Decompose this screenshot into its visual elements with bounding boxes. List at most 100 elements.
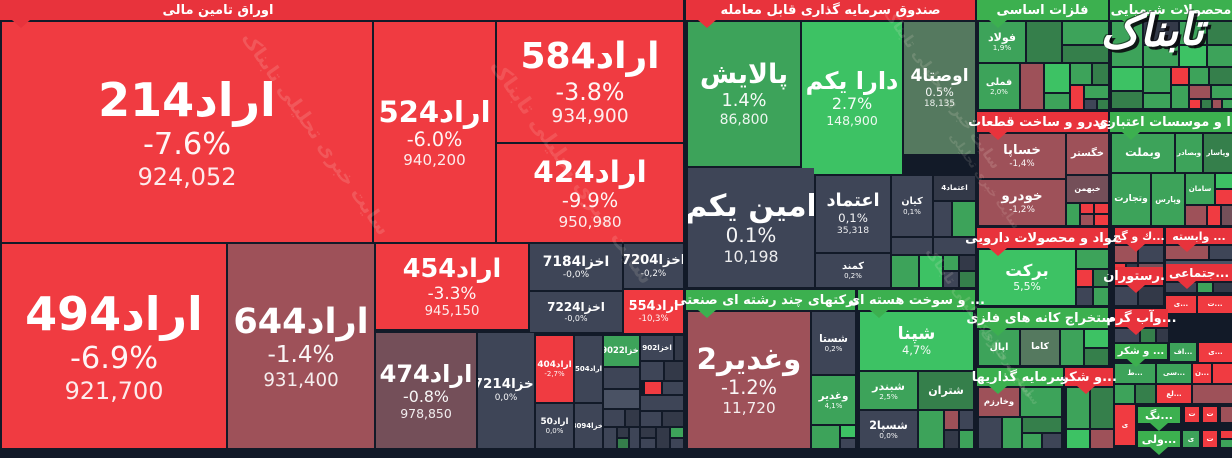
mosaic-tile[interactable] (953, 202, 975, 236)
mosaic-tile[interactable] (1063, 22, 1108, 44)
mosaic-tile[interactable] (934, 238, 975, 254)
mosaic-tile[interactable] (1091, 430, 1113, 448)
stock-tile[interactable]: دارا یکم 2.7% 148,900 (802, 22, 902, 174)
mosaic-tile[interactable] (604, 410, 624, 426)
mosaic-tile[interactable] (1071, 64, 1091, 84)
stock-tile[interactable]: ی (1115, 405, 1135, 445)
mosaic-tile[interactable] (1139, 246, 1163, 262)
mosaic-tile[interactable] (1067, 388, 1089, 428)
stock-tile[interactable]: وبصادر (1176, 134, 1202, 172)
stock-tile[interactable]: اراد504 (575, 336, 602, 402)
mosaic-tile[interactable] (1172, 86, 1188, 108)
stock-tile[interactable]: ...ی (1199, 343, 1232, 362)
stock-tile[interactable]: ...اف (1170, 343, 1196, 361)
stock-tile[interactable]: شپنا 4,7% (860, 312, 973, 370)
stock-tile[interactable]: فولاد 1,9% (979, 22, 1025, 62)
stock-tile[interactable]: اخزا9022 (604, 336, 639, 366)
stock-tile[interactable]: اعتماد 0,1% 35,318 (816, 176, 890, 252)
mosaic-tile[interactable] (812, 426, 839, 448)
stock-tile[interactable]: ت (1203, 407, 1217, 422)
mosaic-tile[interactable] (1144, 46, 1178, 66)
mosaic-tile[interactable] (675, 336, 683, 360)
mosaic-tile[interactable] (1212, 86, 1232, 98)
stock-tile[interactable]: اخزا8094 (575, 404, 602, 448)
mosaic-tile[interactable] (1003, 418, 1021, 448)
stock-tile[interactable]: اخزا7204 -0,2% (624, 244, 683, 288)
stock-tile[interactable]: سامان (1186, 174, 1214, 204)
mosaic-tile[interactable] (1210, 246, 1232, 259)
mosaic-tile[interactable] (1077, 270, 1092, 286)
mosaic-tile[interactable] (1063, 46, 1108, 62)
mosaic-tile[interactable] (630, 428, 639, 448)
stock-tile[interactable]: ...لع (1157, 385, 1191, 403)
mosaic-tile[interactable] (1190, 86, 1210, 98)
mosaic-tile[interactable] (1081, 204, 1093, 213)
mosaic-tile[interactable] (1077, 250, 1108, 268)
mosaic-tile[interactable] (1071, 86, 1083, 109)
mosaic-tile[interactable] (1023, 434, 1041, 448)
mosaic-tile[interactable] (1213, 364, 1232, 383)
stock-tile[interactable]: ی (1183, 431, 1199, 447)
mosaic-tile[interactable] (1136, 385, 1155, 403)
mosaic-tile[interactable] (1139, 287, 1163, 305)
stock-tile[interactable]: ت (1203, 431, 1217, 447)
mosaic-tile[interactable] (671, 439, 683, 448)
mosaic-tile[interactable] (841, 439, 855, 448)
mosaic-tile[interactable] (1067, 204, 1079, 225)
stock-tile[interactable]: خگستر (1067, 134, 1108, 174)
mosaic-tile[interactable] (1193, 385, 1232, 403)
stock-tile[interactable]: اراد524 -6.0% 940,200 (374, 22, 495, 242)
mosaic-tile[interactable] (1216, 174, 1232, 188)
stock-tile[interactable]: برکت 5,5% (979, 250, 1075, 305)
stock-tile[interactable]: ...سی (1157, 364, 1191, 383)
mosaic-tile[interactable] (1180, 22, 1206, 44)
mosaic-tile[interactable] (919, 411, 943, 448)
mosaic-tile[interactable] (1190, 68, 1208, 84)
mosaic-tile[interactable] (945, 411, 958, 429)
mosaic-tile[interactable] (1045, 64, 1069, 92)
stock-tile[interactable]: خبهمن (1067, 176, 1108, 202)
mosaic-tile[interactable] (1081, 215, 1093, 225)
mosaic-tile[interactable] (1144, 22, 1178, 44)
mosaic-tile[interactable] (1198, 283, 1212, 292)
mosaic-tile[interactable] (1085, 349, 1108, 365)
mosaic-tile[interactable] (979, 418, 1001, 448)
mosaic-tile[interactable] (841, 426, 855, 437)
stock-tile[interactable]: وغدیر2 -1.2% 11,720 (688, 312, 810, 448)
mosaic-tile[interactable] (1085, 100, 1096, 109)
stock-tile[interactable]: امین یکم 0.1% 10,198 (688, 168, 814, 287)
stock-tile[interactable]: ...ت (1198, 296, 1232, 313)
stock-tile[interactable]: پالایش 1.4% 86,800 (688, 22, 800, 166)
stock-tile[interactable]: اخزا72140,0% (478, 333, 534, 448)
mosaic-tile[interactable] (1186, 206, 1206, 225)
stock-tile[interactable]: فملی 2,0% (979, 64, 1019, 109)
mosaic-tile[interactable] (641, 396, 683, 410)
stock-tile[interactable]: شستا 0,2% (812, 312, 855, 374)
mosaic-tile[interactable] (1213, 100, 1221, 108)
mosaic-tile[interactable] (1115, 385, 1134, 403)
stock-tile[interactable]: اراد644 -1.4% 931,400 (228, 244, 374, 448)
mosaic-tile[interactable] (1172, 68, 1188, 84)
mosaic-tile[interactable] (645, 382, 661, 394)
mosaic-tile[interactable] (641, 412, 661, 426)
mosaic-tile[interactable] (641, 439, 655, 448)
stock-tile[interactable]: اعتماد4 (934, 176, 975, 200)
mosaic-tile[interactable] (1208, 46, 1232, 66)
stock-tile[interactable]: ت (1185, 407, 1199, 422)
mosaic-tile[interactable] (1112, 68, 1142, 90)
mosaic-tile[interactable] (1223, 100, 1232, 108)
mosaic-tile[interactable] (1210, 68, 1232, 84)
mosaic-tile[interactable] (1077, 288, 1092, 305)
mosaic-tile[interactable] (1157, 329, 1168, 342)
stock-tile[interactable]: اخزا7184 -0,0% (530, 244, 622, 290)
mosaic-tile[interactable] (604, 428, 616, 448)
mosaic-tile[interactable] (1144, 94, 1170, 108)
mosaic-tile[interactable] (1093, 64, 1108, 84)
stock-tile[interactable]: شسپا2 0,0% (860, 411, 917, 448)
mosaic-tile[interactable] (1095, 204, 1108, 213)
mosaic-tile[interactable] (641, 428, 655, 437)
stock-tile[interactable]: شبندر 2,5% (860, 372, 917, 409)
mosaic-tile[interactable] (1214, 283, 1232, 292)
mosaic-tile[interactable] (1045, 94, 1069, 109)
mosaic-tile[interactable] (1190, 100, 1200, 108)
